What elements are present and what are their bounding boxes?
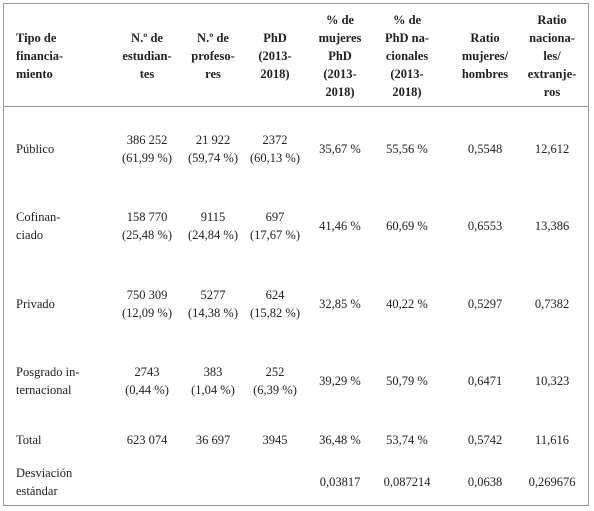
table-cell: 624 [265,288,285,302]
table-cell: 35,67 % [319,142,361,156]
table-cell: (0,44 %) [125,383,169,397]
row-label: ciado [16,228,44,242]
header-cell: mujeres/ [461,49,509,63]
header-cell: (2013- [323,67,357,81]
header-rule [3,106,589,107]
header-cell: Ratio [470,31,500,45]
header-cell: 2018) [260,67,290,81]
table-cell: 383 [203,365,223,379]
table-cell: 13,386 [534,219,570,233]
table-cell: 11,616 [535,433,569,447]
header-cell: financia- [16,49,64,63]
header-cell: miento [16,67,53,81]
header-cell: (2013- [390,67,424,81]
table-cell: 386 252 [126,133,168,147]
table-border [3,3,589,506]
table-cell: (17,67 %) [250,228,300,242]
row-label: Posgrado in- [16,365,80,379]
header-cell: PhD [328,49,352,63]
table-cell: 39,29 % [319,374,361,388]
header-cell: cionales [385,49,429,63]
header-cell: % de [392,13,422,27]
table-cell: 10,323 [534,374,570,388]
table-cell: 0,5548 [467,142,503,156]
table-cell: (14,38 %) [188,306,238,320]
table-cell: (60,13 %) [250,151,300,165]
table-cell: 55,56 % [386,142,428,156]
header-cell: % de [325,13,355,27]
table-cell: 50,79 % [386,374,428,388]
table-cell: 3945 [262,433,288,447]
table-cell: 21 922 [195,133,231,147]
header-cell: N.º de [197,31,229,45]
header-cell: ros [543,85,561,99]
row-label: ternacional [16,383,72,397]
row-label: Total [16,433,42,447]
header-cell: PhD na- [384,31,430,45]
table-cell: 36,48 % [319,433,361,447]
table-cell: 2372 [262,133,288,147]
header-cell: N.º de [131,31,163,45]
header-cell: 2018) [392,85,422,99]
table-cell: 5277 [200,288,226,302]
table-cell: (12,09 %) [122,306,172,320]
table-cell: 0,6471 [467,374,503,388]
header-cell: (2013- [258,49,292,63]
table-cell: (1,04 %) [191,383,235,397]
table-cell: 0,087214 [383,475,431,489]
header-cell: profeso- [191,49,235,63]
row-label: Público [16,142,55,156]
table-cell: 252 [265,365,285,379]
header-cell: res [205,67,221,81]
header-cell: tes [139,67,155,81]
row-label: estándar [16,484,58,498]
header-cell: les/ [543,49,561,63]
header-cell: hombres [461,67,509,81]
table-cell: 697 [265,210,285,224]
header-cell: estudian- [122,49,172,63]
table-cell: (15,82 %) [250,306,300,320]
header-cell: Ratio [537,13,567,27]
table-cell: 32,85 % [319,297,361,311]
table-cell: 41,46 % [319,219,361,233]
table-cell: 0,03817 [319,475,361,489]
header-cell: mujeres [318,31,362,45]
table-cell: 158 770 [126,210,168,224]
table-cell: (59,74 %) [188,151,238,165]
table-cell: (61,99 %) [122,151,172,165]
header-cell: 2018) [325,85,355,99]
table-cell: 40,22 % [386,297,428,311]
table-cell: (6,39 %) [253,383,297,397]
table-cell: 0,0638 [467,475,503,489]
table-cell: 0,5297 [467,297,503,311]
row-label: Desviación [16,466,73,480]
table-cell: 0,7382 [534,297,570,311]
table-cell: 0,6553 [467,219,503,233]
header-cell: Tipo de [16,31,57,45]
table-cell: 623 074 [126,433,168,447]
table-cell: (25,48 %) [122,228,172,242]
table-cell: 36 697 [195,433,231,447]
row-label: Privado [16,297,55,311]
header-cell: extranje- [527,67,577,81]
table-cell: 750 309 [126,288,168,302]
row-label: Cofinan- [16,210,61,224]
table-cell: 2743 [134,365,160,379]
table-cell: 0,269676 [528,475,576,489]
table-cell: 53,74 % [386,433,428,447]
header-cell: naciona- [529,31,575,45]
table-cell: 60,69 % [386,219,428,233]
table-cell: 0,5742 [467,433,503,447]
table-cell: 12,612 [534,142,570,156]
header-cell: PhD [263,31,287,45]
table-cell: (24,84 %) [188,228,238,242]
table-cell: 9115 [200,210,226,224]
